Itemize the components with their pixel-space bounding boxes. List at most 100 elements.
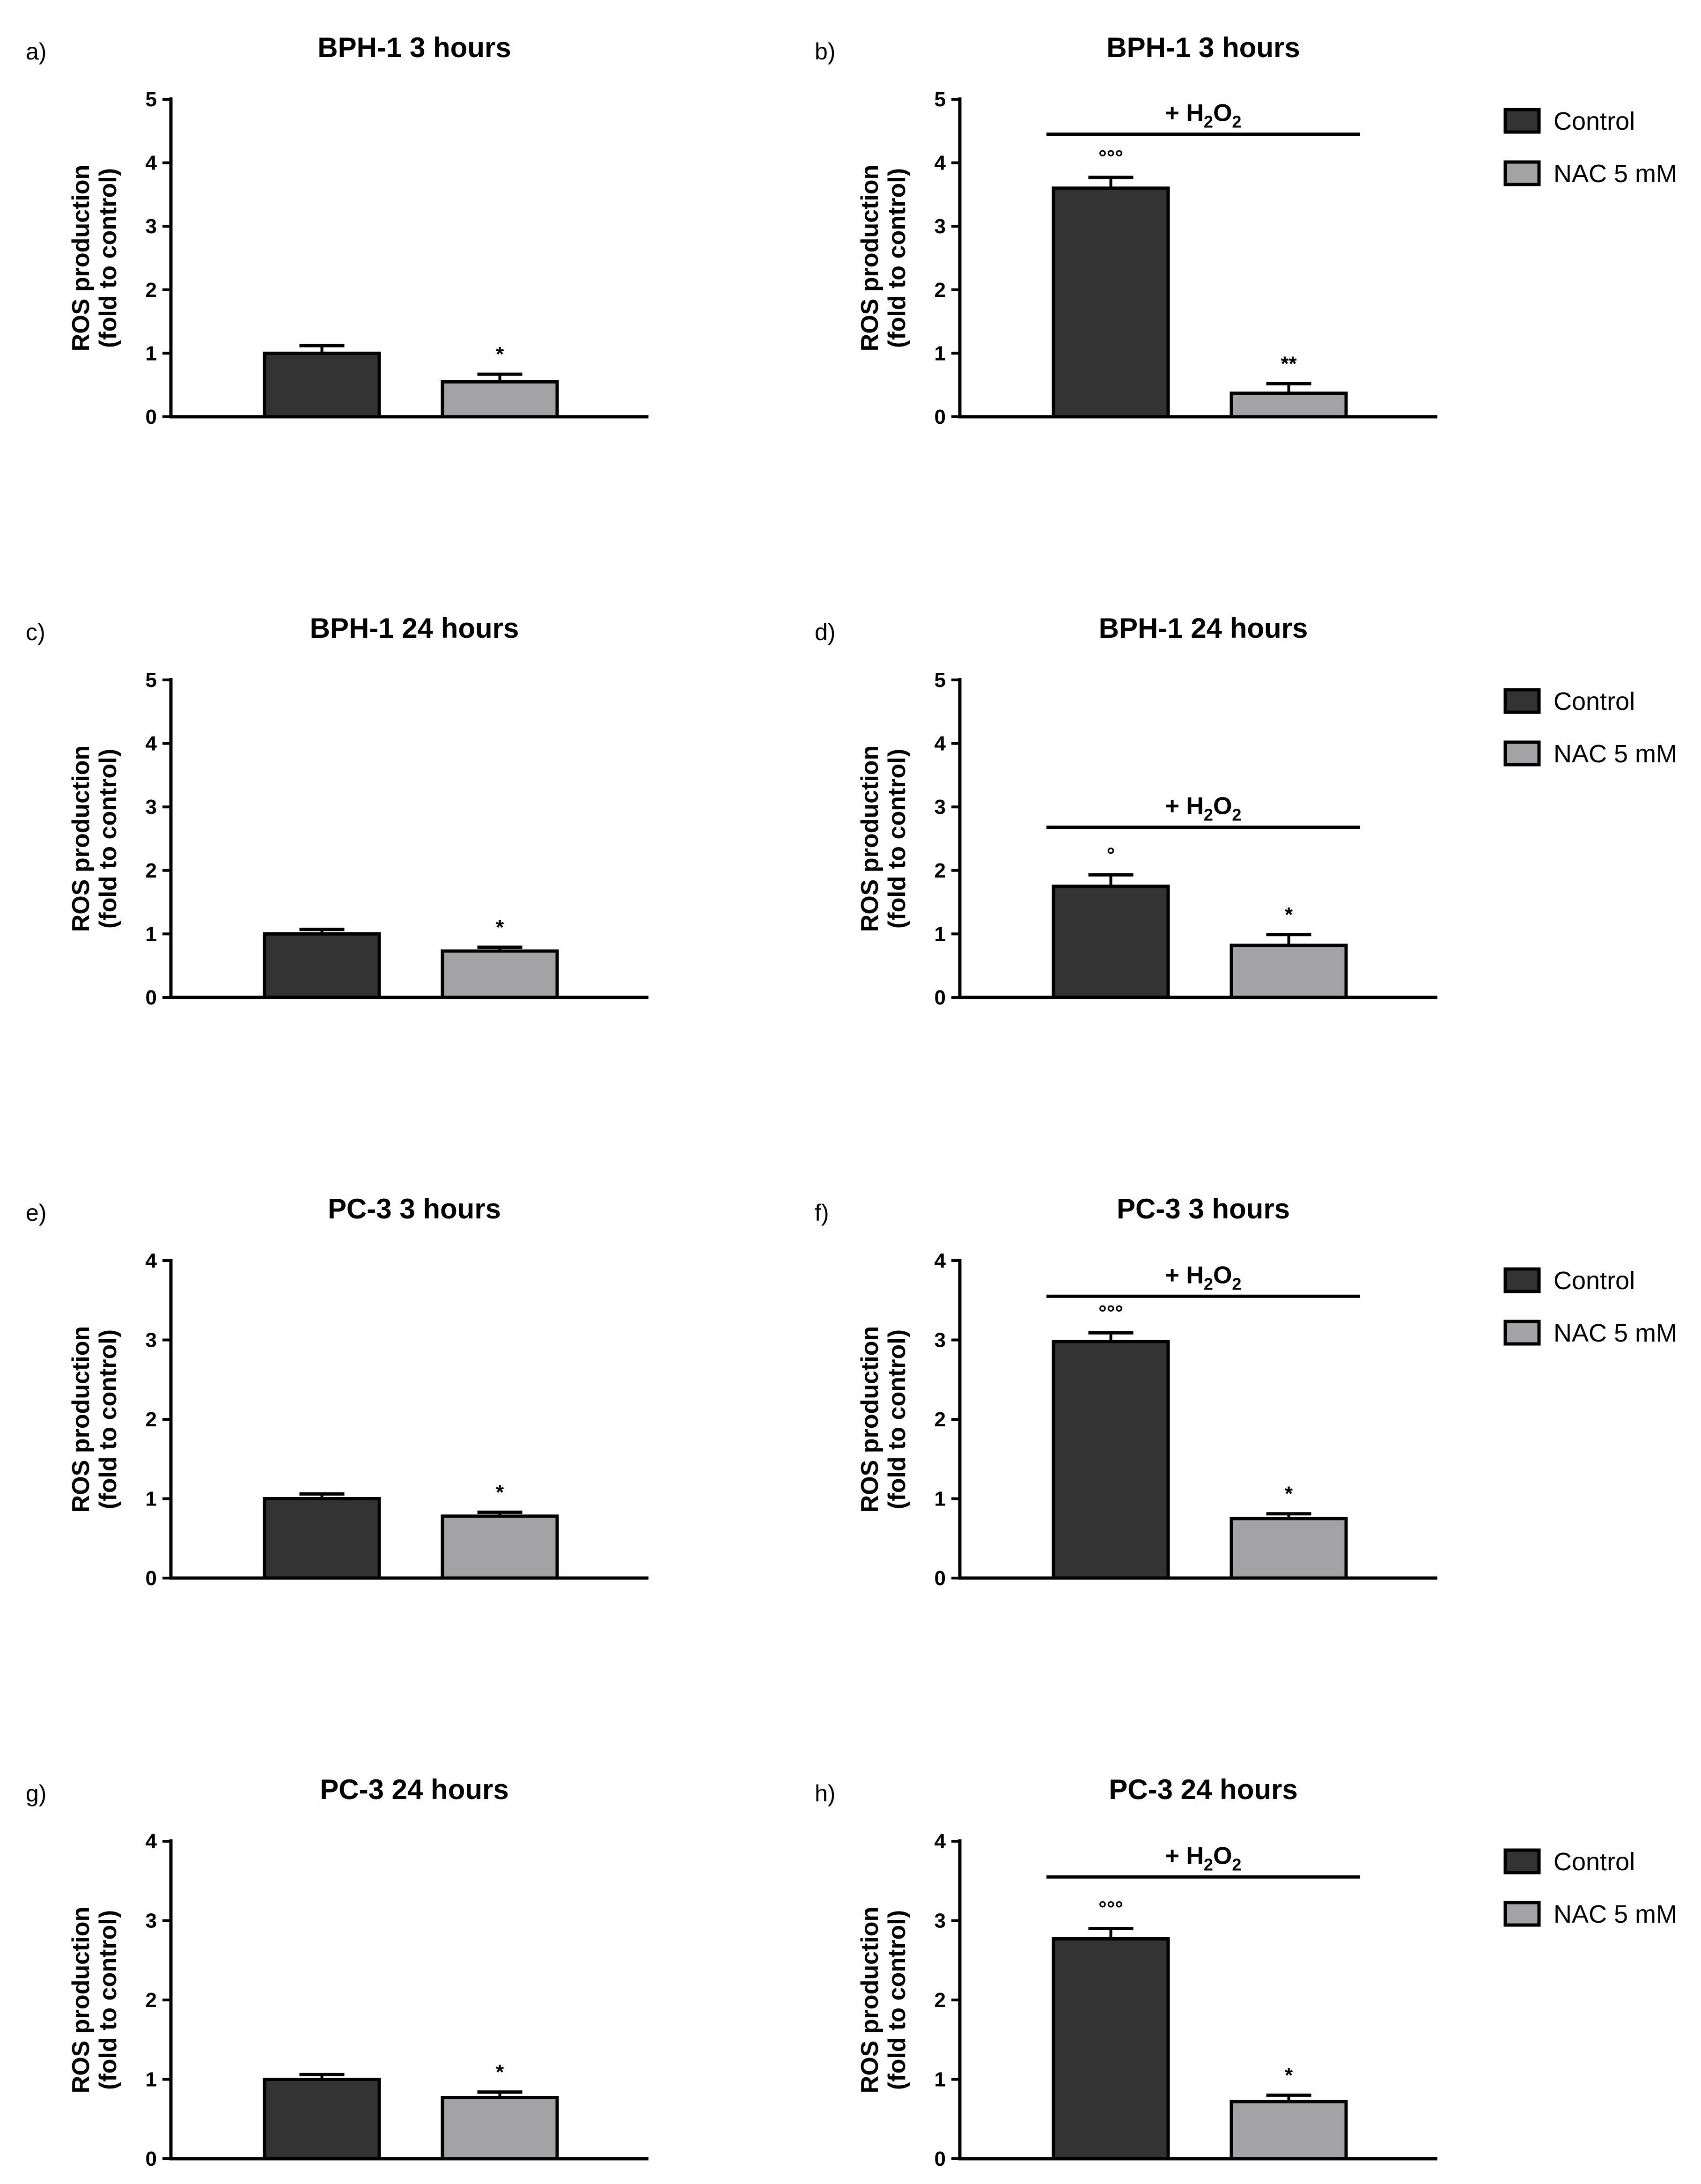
legend: Control NAC 5 mM (1503, 107, 1677, 188)
bar-nac-5-mm (441, 380, 559, 419)
bar-nac-5-mm (1230, 944, 1348, 999)
significance-mark: * (496, 916, 504, 939)
legend-swatch (1503, 160, 1541, 186)
treatment-label-text: + H (1165, 1262, 1204, 1289)
bar-nac-5-mm (441, 2095, 559, 2161)
panel-label: c) (26, 619, 45, 645)
treatment-label-subscript: 2 (1232, 112, 1241, 132)
y-tick-label: 3 (935, 796, 946, 819)
treatment-label-text: + H (1165, 100, 1204, 127)
y-tick-label: 4 (935, 1830, 946, 1853)
y-tick-label: 2 (935, 279, 946, 302)
panel-label: f) (815, 1200, 829, 1226)
panel-b: b) BPH-1 3 hours ROS production(fold to co… (815, 32, 1677, 428)
legend-label: Control (1554, 687, 1635, 716)
panel-label: d) (815, 619, 835, 645)
bar-nac-5-mm (1230, 2100, 1348, 2161)
y-axis-label-line: (fold to control) (95, 749, 122, 929)
y-tick-label: 4 (935, 732, 946, 755)
y-axis-label-line: ROS production (67, 1326, 95, 1513)
significance-mark: * (496, 343, 504, 366)
treatment-label-subscript: 2 (1232, 805, 1241, 825)
legend-swatch (1503, 1267, 1541, 1293)
y-axis-label-line: ROS production (67, 165, 95, 352)
y-tick-label: 0 (935, 986, 946, 1009)
panel-label: h) (815, 1780, 835, 1807)
y-tick-label: 0 (935, 2147, 946, 2170)
y-tick-label: 1 (146, 342, 157, 365)
y-axis-label: ROS production(fold to control) (67, 165, 122, 352)
y-axis-label-line: (fold to control) (95, 1910, 122, 2090)
treatment-label-subscript: 2 (1204, 805, 1213, 825)
y-axis-label: ROS production(fold to control) (856, 165, 911, 352)
significance-mark: °°° (1098, 1301, 1123, 1324)
treatment-label-text: O (1213, 100, 1232, 127)
legend: Control NAC 5 mM (1503, 1267, 1677, 1347)
y-tick-label: 5 (146, 88, 157, 111)
panel-label: e) (26, 1200, 46, 1226)
chart-title: BPH-1 3 hours (1106, 32, 1300, 63)
chart-title: BPH-1 3 hours (317, 32, 511, 63)
y-tick-label: 3 (146, 796, 157, 819)
y-tick-label: 4 (146, 732, 157, 755)
treatment-label: + H2O2 (1165, 100, 1242, 132)
treatment-label-text: + H (1165, 1842, 1204, 1869)
bar-control (263, 1497, 381, 1580)
y-tick-label: 1 (935, 922, 946, 945)
y-tick-label: 4 (935, 1249, 946, 1272)
treatment-label: + H2O2 (1165, 1842, 1242, 1874)
bar-control (1052, 186, 1170, 419)
significance-mark: * (1285, 1483, 1293, 1505)
y-axis-label-line: ROS production (856, 165, 884, 352)
treatment-label-subscript: 2 (1204, 1855, 1213, 1874)
y-tick-label: 4 (146, 1249, 157, 1272)
y-tick-label: 2 (146, 279, 157, 302)
legend-swatch (1503, 1901, 1541, 1927)
y-axis-label-line: (fold to control) (95, 1329, 122, 1509)
bar-nac-5-mm (1230, 391, 1348, 419)
legend-label: Control (1554, 1267, 1635, 1295)
legend-swatch (1503, 688, 1541, 714)
treatment-label-text: O (1213, 1842, 1232, 1869)
y-tick-label: 5 (935, 669, 946, 692)
bar-control (263, 351, 381, 419)
bar-control (1052, 1937, 1170, 2161)
y-axis-label-line: (fold to control) (95, 168, 122, 348)
significance-mark: * (496, 1481, 504, 1504)
panel-h: h) PC-3 24 hours ROS production(fold to co… (815, 1774, 1677, 2170)
y-axis-label-line: (fold to control) (884, 749, 911, 929)
y-tick-label: 3 (146, 215, 157, 238)
y-axis-label: ROS production(fold to control) (67, 745, 122, 932)
panel-d: d) BPH-1 24 hours ROS production(fold to c… (815, 612, 1677, 1009)
y-tick-label: 0 (146, 986, 157, 1009)
chart-title: PC-3 24 hours (1109, 1774, 1297, 1805)
significance-mark: °°° (1098, 1897, 1123, 1920)
chart-title: PC-3 3 hours (1117, 1193, 1290, 1225)
treatment-label: + H2O2 (1165, 793, 1242, 825)
legend-label: NAC 5 mM (1554, 1319, 1677, 1347)
y-tick-label: 3 (935, 1910, 946, 1933)
y-tick-label: 3 (146, 1910, 157, 1933)
panel-label: b) (815, 38, 835, 65)
legend-label: Control (1554, 107, 1635, 135)
panel-label: g) (26, 1780, 46, 1807)
legend-swatch (1503, 740, 1541, 767)
panel-label: a) (26, 38, 46, 65)
significance-mark: ° (1107, 843, 1115, 866)
y-tick-label: 0 (146, 1567, 157, 1590)
y-tick-label: 5 (935, 88, 946, 111)
treatment-label-subscript: 2 (1232, 1274, 1241, 1293)
legend-label: NAC 5 mM (1554, 740, 1677, 768)
legend-swatch (1503, 1848, 1541, 1874)
bar-nac-5-mm (441, 949, 559, 999)
legend: Control NAC 5 mM (1503, 687, 1677, 768)
bar-nac-5-mm (1230, 1517, 1348, 1580)
y-axis-label: ROS production(fold to control) (856, 1326, 911, 1513)
legend-label: Control (1554, 1848, 1635, 1876)
legend-label: NAC 5 mM (1554, 160, 1677, 188)
significance-mark: ** (1281, 352, 1297, 375)
y-tick-label: 2 (146, 1989, 157, 2012)
chart-title: BPH-1 24 hours (1099, 612, 1308, 644)
y-axis-label-line: ROS production (67, 1907, 95, 2094)
bar-control (263, 932, 381, 999)
